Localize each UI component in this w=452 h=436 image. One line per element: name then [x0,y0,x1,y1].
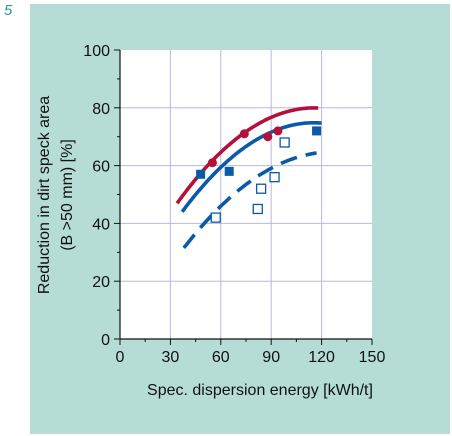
grid [120,50,372,339]
fit-curve-3 [182,151,317,250]
plot-area [120,50,372,339]
y-tick-labels: 0 20 40 60 80 100 [83,43,110,349]
data-point-circle [207,158,217,168]
x-tick-label: 90 [262,349,280,366]
x-tick-label: 120 [308,349,335,366]
data-point-open-square [210,212,221,223]
y-axis-title-line2: (В >50 mm) [%] [59,139,76,251]
markers [196,126,322,223]
x-tick-label: 30 [162,349,180,366]
x-tick-label: 150 [359,349,386,366]
data-point-circle [239,129,249,139]
data-point-filled-square [224,166,234,176]
data-point-open-square [252,203,263,215]
y-tick-label: 20 [92,274,110,291]
data-point-open-square [269,172,280,183]
y-axis-title: Reduction in dirt speck area [36,96,53,294]
x-axis-title: Spec. dispersion energy [kWh/t] [147,382,373,399]
y-tick-label: 100 [83,43,110,60]
x-tick-label: 60 [212,349,230,366]
y-tick-label: 60 [92,159,110,176]
x-tick-labels: 0 30 60 90 120 150 [116,349,386,366]
data-point-circle [263,132,273,142]
y-tick-label: 40 [92,216,110,233]
y-tick-label: 0 [101,332,110,349]
figure-number: 5 [4,2,13,19]
data-point-filled-square [196,169,206,179]
y-tick-label: 80 [92,101,110,118]
fit-curve-2 [180,121,322,213]
data-point-open-square [279,137,290,148]
ticks [114,49,373,345]
data-point-circle [273,126,283,136]
data-point-open-square [255,183,267,194]
data-point-filled-square [312,126,322,136]
x-tick-label: 0 [116,349,125,366]
